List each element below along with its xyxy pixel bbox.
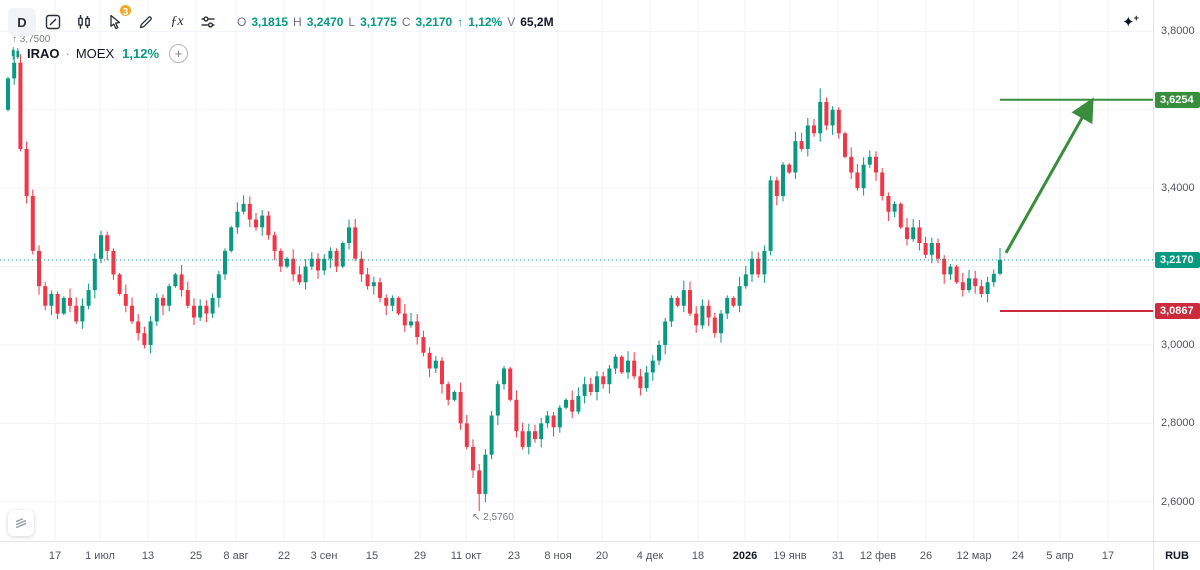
- time-tick-label: 13: [141, 550, 155, 562]
- time-tick-label: 31: [831, 550, 845, 562]
- exchange-name: MOEX: [75, 46, 115, 61]
- time-tick-label: 8 авг: [223, 550, 249, 562]
- volume-label: V: [507, 15, 516, 29]
- legend-change-percent: 1,12%: [122, 46, 160, 61]
- open-value: 3,1815: [251, 15, 289, 29]
- chart-toolbar: D 3 ƒx: [8, 3, 554, 36]
- time-tick-label: 5 апр: [1046, 550, 1074, 562]
- layers-icon: [15, 518, 27, 529]
- currency-label: RUB: [1165, 550, 1189, 562]
- time-tick-label: 12 мар: [956, 550, 992, 562]
- interval-button[interactable]: D: [8, 8, 36, 36]
- sparkle-icon: ✦: [1122, 14, 1135, 31]
- ohlc-readout: О 3,1815 H 3,2470 L 3,1775 С 3,2170 ↑ 1,…: [237, 15, 554, 29]
- series-candle-icon: [11, 47, 20, 60]
- price-label-chip: 3,2170: [1155, 251, 1200, 268]
- time-tick-label: 17: [1101, 550, 1115, 562]
- chart-plot[interactable]: ↑ 3,7500 ↖ 2,5760: [0, 0, 1153, 541]
- arrow-upleft-icon: ↖: [472, 512, 481, 523]
- currency-cell: RUB: [1153, 541, 1200, 570]
- low-label: L: [348, 15, 356, 29]
- period-low-value: 2,5760: [483, 512, 514, 523]
- time-tick-label: 22: [277, 550, 291, 562]
- volume-value: 65,2М: [520, 15, 554, 29]
- time-tick-label: 25: [189, 550, 203, 562]
- change-percent-value: 1,12%: [468, 15, 503, 29]
- period-high-marker: ↑ 3,7500: [12, 34, 50, 45]
- change-arrow-icon: ↑: [457, 15, 464, 29]
- price-label-chip: 3,6254: [1155, 91, 1200, 108]
- pencil-icon: [139, 16, 152, 29]
- layers-button[interactable]: [8, 510, 34, 536]
- draw-button[interactable]: [132, 8, 160, 36]
- candlestick-chart[interactable]: [0, 0, 1153, 541]
- time-tick-label: 15: [365, 550, 379, 562]
- arrow-up-icon: ↑: [12, 34, 17, 45]
- price-axis[interactable]: 3,8000 3,6254 3,4000 3,2170 3,0867 3,0000 2,80…: [1153, 0, 1200, 541]
- price-tick-label: 2,6000: [1161, 495, 1195, 508]
- ai-sparkle-button[interactable]: ✦+: [1116, 8, 1144, 36]
- price-tick-label: 3,4000: [1161, 182, 1195, 195]
- time-tick-label: 2026: [732, 550, 758, 562]
- sliders-icon: [201, 16, 215, 28]
- edit-layout-icon: [45, 14, 61, 30]
- price-tick-label: 3,8000: [1161, 25, 1195, 38]
- add-comparison-button[interactable]: +: [169, 44, 189, 63]
- cursor-icon: [110, 14, 121, 30]
- indicators-button[interactable]: 3: [101, 3, 133, 36]
- time-tick-label: 26: [919, 550, 933, 562]
- close-value: 3,2170: [415, 15, 453, 29]
- period-low-marker: ↖ 2,5760: [472, 512, 514, 523]
- high-label: H: [293, 15, 302, 29]
- time-tick-label: 3 сен: [310, 550, 338, 562]
- high-value: 3,2470: [306, 15, 344, 29]
- period-high-value: 3,7500: [19, 34, 51, 45]
- price-tick-label: 3,0000: [1161, 338, 1195, 351]
- symbol-name: IRAO: [27, 46, 60, 61]
- low-value: 3,1775: [360, 15, 397, 29]
- time-tick-label: 24: [1011, 550, 1025, 562]
- price-tick-label: 2,8000: [1161, 417, 1195, 430]
- plus-icon: +: [1133, 13, 1139, 23]
- chart-type-button[interactable]: [70, 8, 98, 36]
- candlestick-icon: [78, 15, 90, 29]
- price-label-chip: 3,0867: [1155, 302, 1200, 319]
- time-tick-label: 8 ноя: [544, 550, 572, 562]
- symbol-legend[interactable]: IRAO · MOEX 1,12% +: [10, 44, 189, 63]
- time-tick-label: 11 окт: [450, 550, 482, 562]
- time-tick-label: 12 фев: [859, 550, 897, 562]
- time-tick-label: 4 дек: [636, 550, 664, 562]
- time-tick-label: 1 июл: [85, 550, 115, 562]
- open-label: О: [237, 15, 247, 29]
- close-label: С: [401, 15, 411, 29]
- time-tick-label: 29: [413, 550, 427, 562]
- fx-button[interactable]: ƒx: [163, 8, 191, 36]
- time-tick-label: 18: [691, 550, 705, 562]
- legend-separator: ·: [65, 46, 70, 61]
- time-axis[interactable]: 17 1 июл 13 25 8 авг 22 3 сен 15 29 11 окт 23 8 ноя…: [0, 541, 1153, 570]
- indicator-count-badge: 3: [118, 3, 133, 18]
- time-tick-label: 19 янв: [773, 550, 807, 562]
- edit-layout-button[interactable]: [39, 8, 67, 36]
- time-tick-label: 17: [48, 550, 62, 562]
- time-tick-label: 20: [595, 550, 609, 562]
- time-tick-label: 23: [507, 550, 521, 562]
- settings-button[interactable]: [194, 8, 222, 36]
